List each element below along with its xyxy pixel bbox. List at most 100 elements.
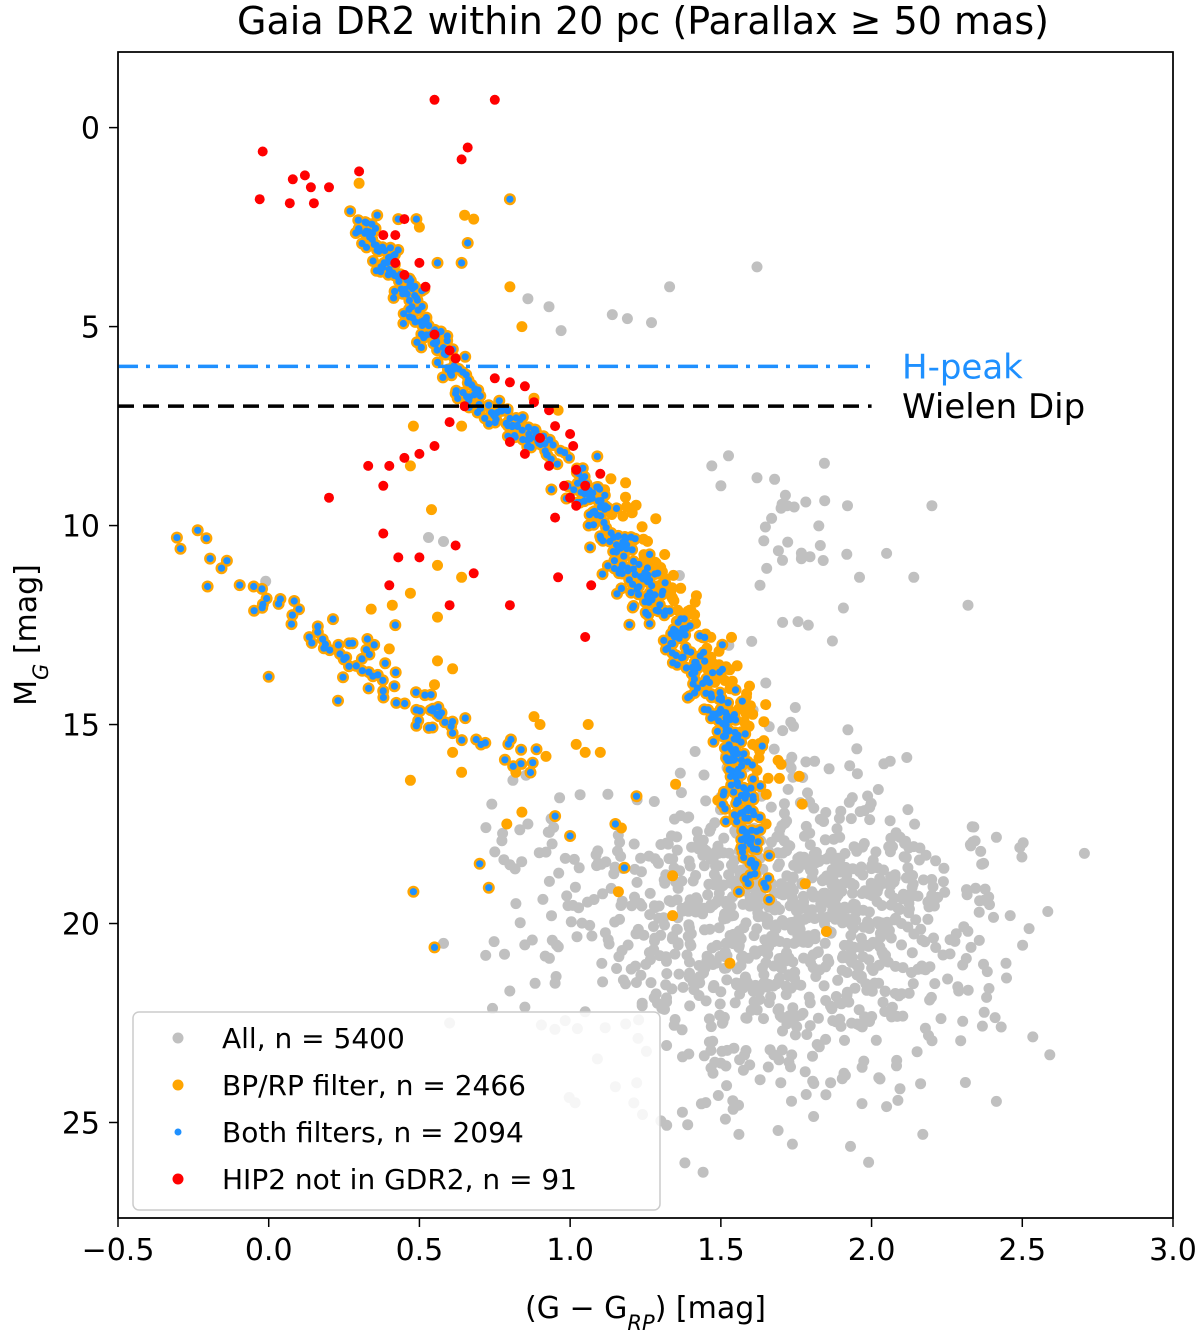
all-point	[847, 887, 858, 899]
all-point	[673, 968, 685, 980]
all-point	[938, 862, 950, 874]
all-point	[543, 875, 555, 887]
both-point	[441, 718, 449, 726]
axes: −0.5 0.0 0.5 1.0 1.5 2.0 2.5 3.0 0 5 10 15 20 25 (G − …	[9, 112, 1197, 1330]
both-point	[629, 602, 638, 610]
both-point	[670, 633, 679, 641]
both-point	[379, 693, 387, 702]
all-point	[976, 1020, 988, 1032]
bprp-point	[796, 798, 808, 810]
all-point	[546, 934, 558, 946]
all-point	[969, 835, 981, 847]
all-point	[851, 743, 863, 755]
all-point	[990, 831, 1002, 843]
both-point	[661, 579, 669, 587]
all-point	[866, 938, 877, 950]
both-point	[381, 247, 389, 255]
both-point	[641, 574, 649, 583]
x-tick-label: 1.5	[697, 1233, 745, 1268]
both-point	[463, 393, 471, 401]
all-point	[777, 725, 789, 737]
bprp-point	[775, 758, 787, 770]
hip2-point	[535, 433, 545, 443]
all-point	[586, 930, 598, 942]
all-point	[897, 962, 909, 974]
hip2-point	[414, 257, 425, 268]
all-point	[769, 473, 781, 485]
all-point	[723, 847, 735, 859]
x-tick-label: −0.5	[82, 1233, 155, 1268]
all-point	[826, 879, 838, 891]
all-point	[751, 946, 763, 958]
both-point	[682, 664, 691, 672]
all-point	[984, 899, 995, 911]
legend-label: HIP2 not in GDR2, n = 91	[222, 1163, 577, 1196]
hip2-point	[468, 568, 479, 579]
both-point	[421, 691, 429, 699]
both-point	[365, 650, 373, 659]
bprp-point	[620, 477, 632, 489]
both-point	[375, 247, 383, 255]
both-point	[434, 703, 442, 711]
all-point	[811, 1039, 823, 1050]
x-tick-label: 0.0	[245, 1233, 293, 1268]
both-point	[668, 649, 677, 657]
both-point	[676, 629, 684, 637]
all-point	[879, 986, 891, 997]
all-point	[486, 798, 498, 810]
all-point	[803, 991, 815, 1003]
both-point	[632, 792, 641, 800]
hip2-point	[456, 154, 467, 165]
both-point	[713, 727, 722, 736]
all-point	[727, 1103, 739, 1115]
hip2-point	[390, 257, 401, 268]
hip2-point	[384, 580, 395, 591]
both-point	[392, 699, 400, 707]
all-point	[612, 845, 623, 857]
both-point	[206, 555, 214, 563]
both-point	[660, 636, 668, 645]
all-point	[714, 950, 726, 962]
all-point	[1001, 972, 1012, 984]
all-point	[804, 839, 816, 851]
both-point	[565, 454, 573, 462]
hip2-point	[459, 401, 470, 412]
all-point	[569, 881, 581, 893]
all-point	[873, 1072, 885, 1084]
both-point	[471, 385, 479, 393]
all-point	[856, 1061, 868, 1073]
y-tick-label: 15	[62, 709, 100, 744]
both-point	[750, 863, 759, 871]
both-point	[737, 836, 745, 844]
all-point	[927, 881, 939, 893]
all-point	[802, 619, 814, 631]
both-point	[464, 239, 472, 247]
all-point	[843, 796, 855, 808]
both-point	[386, 244, 394, 252]
both-point	[427, 691, 435, 699]
all-point	[807, 1050, 818, 1062]
all-point	[961, 889, 973, 901]
all-point	[923, 901, 935, 913]
plot-border	[117, 51, 1174, 1219]
both-point	[532, 745, 541, 753]
all-point	[772, 545, 784, 557]
both-point	[619, 540, 627, 549]
both-point	[733, 779, 741, 787]
bprp-point	[675, 582, 687, 594]
both-point	[738, 697, 746, 705]
all-point	[849, 982, 861, 994]
hip2-point	[393, 552, 404, 563]
all-point	[573, 862, 585, 874]
both-point	[370, 641, 378, 649]
all-point	[710, 860, 721, 872]
both-point	[517, 760, 525, 768]
bprp-point	[621, 501, 632, 513]
all-point	[855, 932, 867, 944]
all-point	[438, 937, 449, 949]
bprp-point	[762, 772, 774, 784]
all-point	[602, 934, 614, 946]
all-point	[705, 1021, 717, 1033]
all-point	[766, 512, 778, 524]
all-point	[780, 989, 792, 1001]
